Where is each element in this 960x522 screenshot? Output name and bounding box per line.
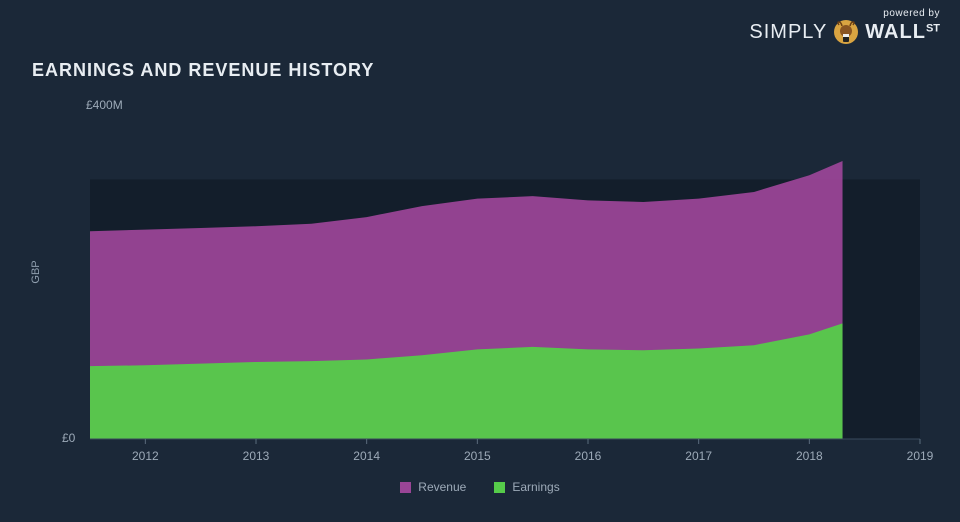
legend: Revenue Earnings (32, 480, 928, 494)
legend-swatch (494, 482, 505, 493)
area-chart (32, 92, 928, 447)
legend-item: Revenue (400, 480, 466, 494)
x-tick-label: 2016 (575, 449, 602, 463)
brand-wall: WALL (865, 21, 926, 43)
legend-label: Revenue (418, 480, 466, 494)
legend-label: Earnings (512, 480, 559, 494)
chart-title: EARNINGS AND REVENUE HISTORY (32, 60, 374, 81)
legend-swatch (400, 482, 411, 493)
legend-item: Earnings (494, 480, 559, 494)
powered-by-label: powered by (749, 8, 940, 19)
x-tick-label: 2013 (243, 449, 270, 463)
x-tick-label: 2012 (132, 449, 159, 463)
bull-icon (833, 19, 859, 45)
brand-wall-st: WALLST (865, 21, 940, 44)
y-tick-label: £0 (62, 431, 75, 445)
brand-row: SIMPLY WALLST (749, 19, 940, 45)
x-tick-label: 2018 (796, 449, 823, 463)
chart-container: GBP RevenueEarnings £0£400M2012201320142… (32, 92, 928, 494)
brand-simply: SIMPLY (749, 21, 827, 44)
x-tick-label: 2014 (353, 449, 380, 463)
x-tick-label: 2015 (464, 449, 491, 463)
brand-st: ST (926, 22, 940, 34)
x-tick-label: 2017 (685, 449, 712, 463)
y-tick-label: £400M (86, 98, 123, 112)
branding: powered by SIMPLY WALLST (749, 8, 940, 45)
x-tick-label: 2019 (907, 449, 934, 463)
